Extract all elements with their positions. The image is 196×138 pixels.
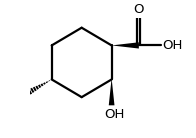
Text: O: O xyxy=(134,3,144,16)
Polygon shape xyxy=(109,79,114,105)
Text: OH: OH xyxy=(104,108,124,121)
Polygon shape xyxy=(112,42,139,49)
Text: OH: OH xyxy=(162,39,182,52)
